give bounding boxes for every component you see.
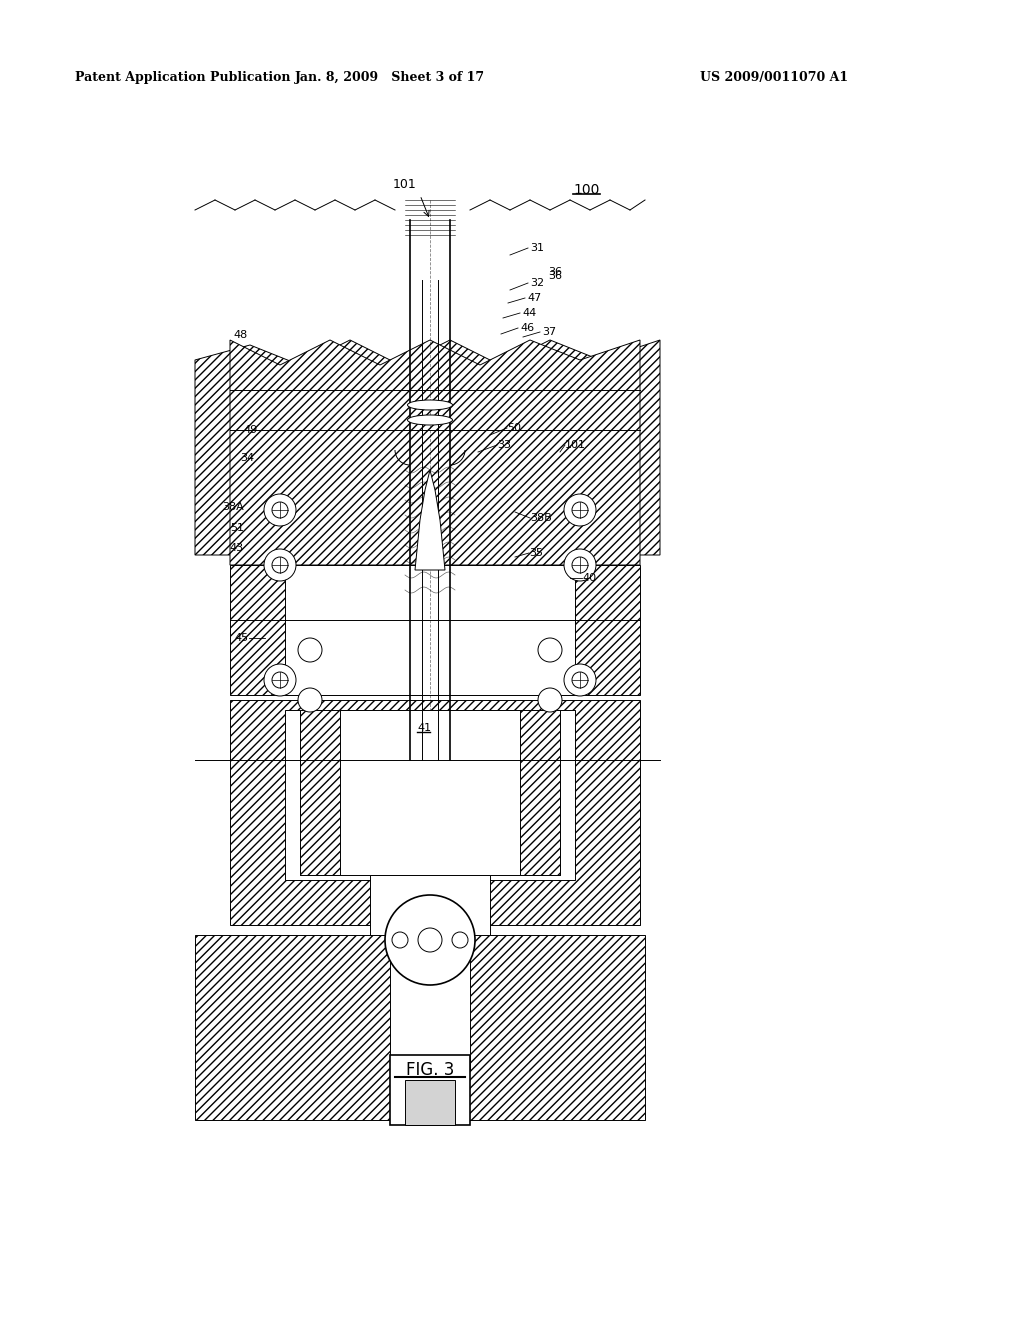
- Ellipse shape: [408, 400, 453, 411]
- Circle shape: [385, 895, 475, 985]
- Text: 51: 51: [230, 523, 244, 533]
- Polygon shape: [195, 935, 430, 1119]
- Circle shape: [298, 688, 322, 711]
- Circle shape: [538, 688, 562, 711]
- Polygon shape: [370, 875, 490, 935]
- Text: 32: 32: [530, 279, 544, 288]
- Text: 45: 45: [234, 634, 249, 643]
- Circle shape: [538, 638, 562, 663]
- Circle shape: [264, 549, 296, 581]
- Circle shape: [272, 672, 288, 688]
- Polygon shape: [300, 710, 340, 875]
- Polygon shape: [406, 1080, 455, 1125]
- Text: 101: 101: [393, 178, 417, 191]
- Polygon shape: [230, 700, 640, 925]
- Text: 43: 43: [229, 543, 244, 553]
- Polygon shape: [430, 935, 645, 1119]
- Text: 41: 41: [417, 723, 431, 733]
- Circle shape: [298, 638, 322, 663]
- Circle shape: [264, 664, 296, 696]
- Text: 38B: 38B: [530, 513, 552, 523]
- Circle shape: [418, 928, 442, 952]
- Text: 49: 49: [244, 425, 258, 436]
- Polygon shape: [230, 565, 640, 696]
- Text: 38A: 38A: [222, 502, 244, 512]
- Text: 35: 35: [529, 548, 543, 558]
- Text: 36: 36: [548, 267, 562, 277]
- Text: 36: 36: [548, 271, 562, 281]
- Circle shape: [272, 557, 288, 573]
- Text: Patent Application Publication: Patent Application Publication: [75, 71, 291, 84]
- Text: 47: 47: [527, 293, 542, 304]
- Text: 50: 50: [507, 422, 521, 433]
- Circle shape: [564, 664, 596, 696]
- Text: 37: 37: [542, 327, 556, 337]
- Circle shape: [264, 494, 296, 525]
- Circle shape: [572, 502, 588, 517]
- Circle shape: [572, 672, 588, 688]
- Text: 44: 44: [522, 308, 537, 318]
- Circle shape: [452, 932, 468, 948]
- Polygon shape: [195, 341, 660, 554]
- Text: Jan. 8, 2009   Sheet 3 of 17: Jan. 8, 2009 Sheet 3 of 17: [295, 71, 485, 84]
- Circle shape: [272, 502, 288, 517]
- Text: FIG. 3: FIG. 3: [406, 1061, 455, 1078]
- Text: US 2009/0011070 A1: US 2009/0011070 A1: [700, 71, 848, 84]
- Circle shape: [564, 494, 596, 525]
- Polygon shape: [415, 470, 445, 570]
- Polygon shape: [520, 710, 560, 875]
- Ellipse shape: [408, 414, 453, 425]
- Text: 34: 34: [240, 453, 254, 463]
- Text: 31: 31: [530, 243, 544, 253]
- Text: 46: 46: [520, 323, 535, 333]
- Polygon shape: [230, 341, 640, 565]
- Polygon shape: [285, 710, 575, 880]
- Text: 48: 48: [233, 330, 248, 341]
- Polygon shape: [390, 1055, 470, 1125]
- Text: 33: 33: [497, 440, 511, 450]
- Circle shape: [572, 557, 588, 573]
- Circle shape: [564, 549, 596, 581]
- Polygon shape: [300, 710, 560, 875]
- Text: 101: 101: [565, 440, 586, 450]
- Text: 40: 40: [582, 573, 596, 583]
- Text: 100: 100: [573, 183, 599, 197]
- Polygon shape: [285, 565, 575, 696]
- Circle shape: [392, 932, 408, 948]
